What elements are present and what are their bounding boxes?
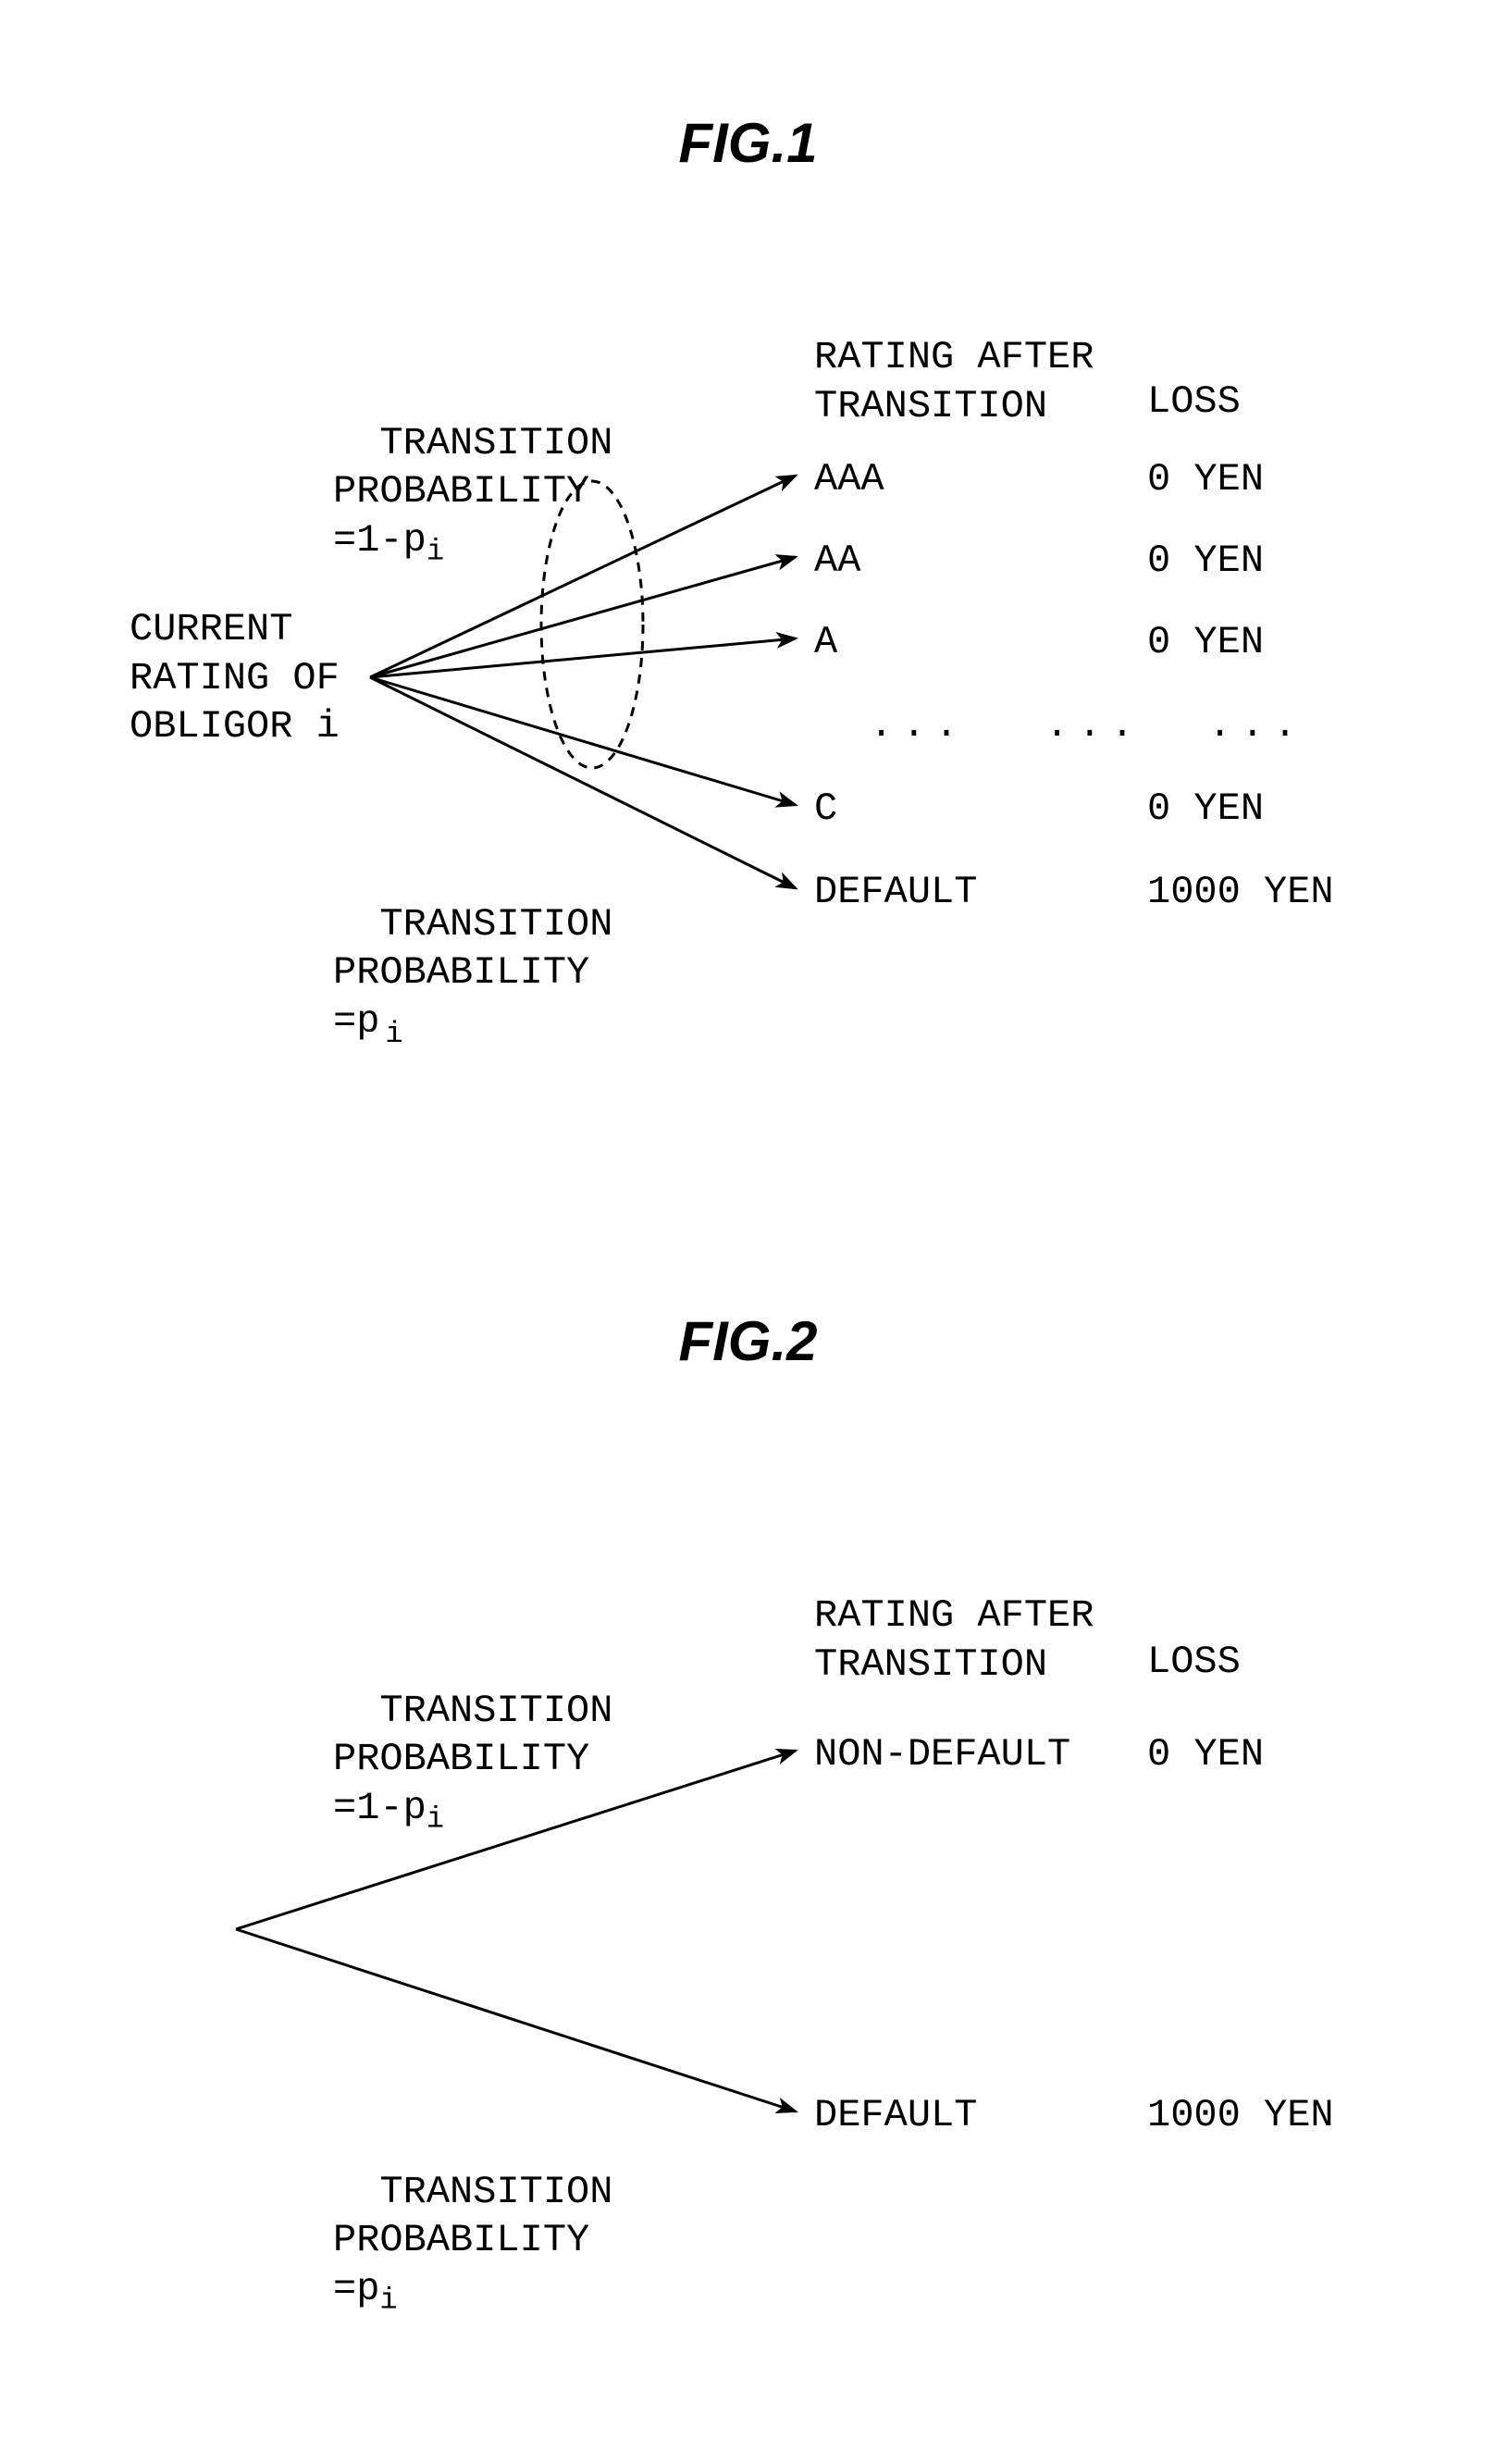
diagram-svg <box>0 0 1496 2464</box>
